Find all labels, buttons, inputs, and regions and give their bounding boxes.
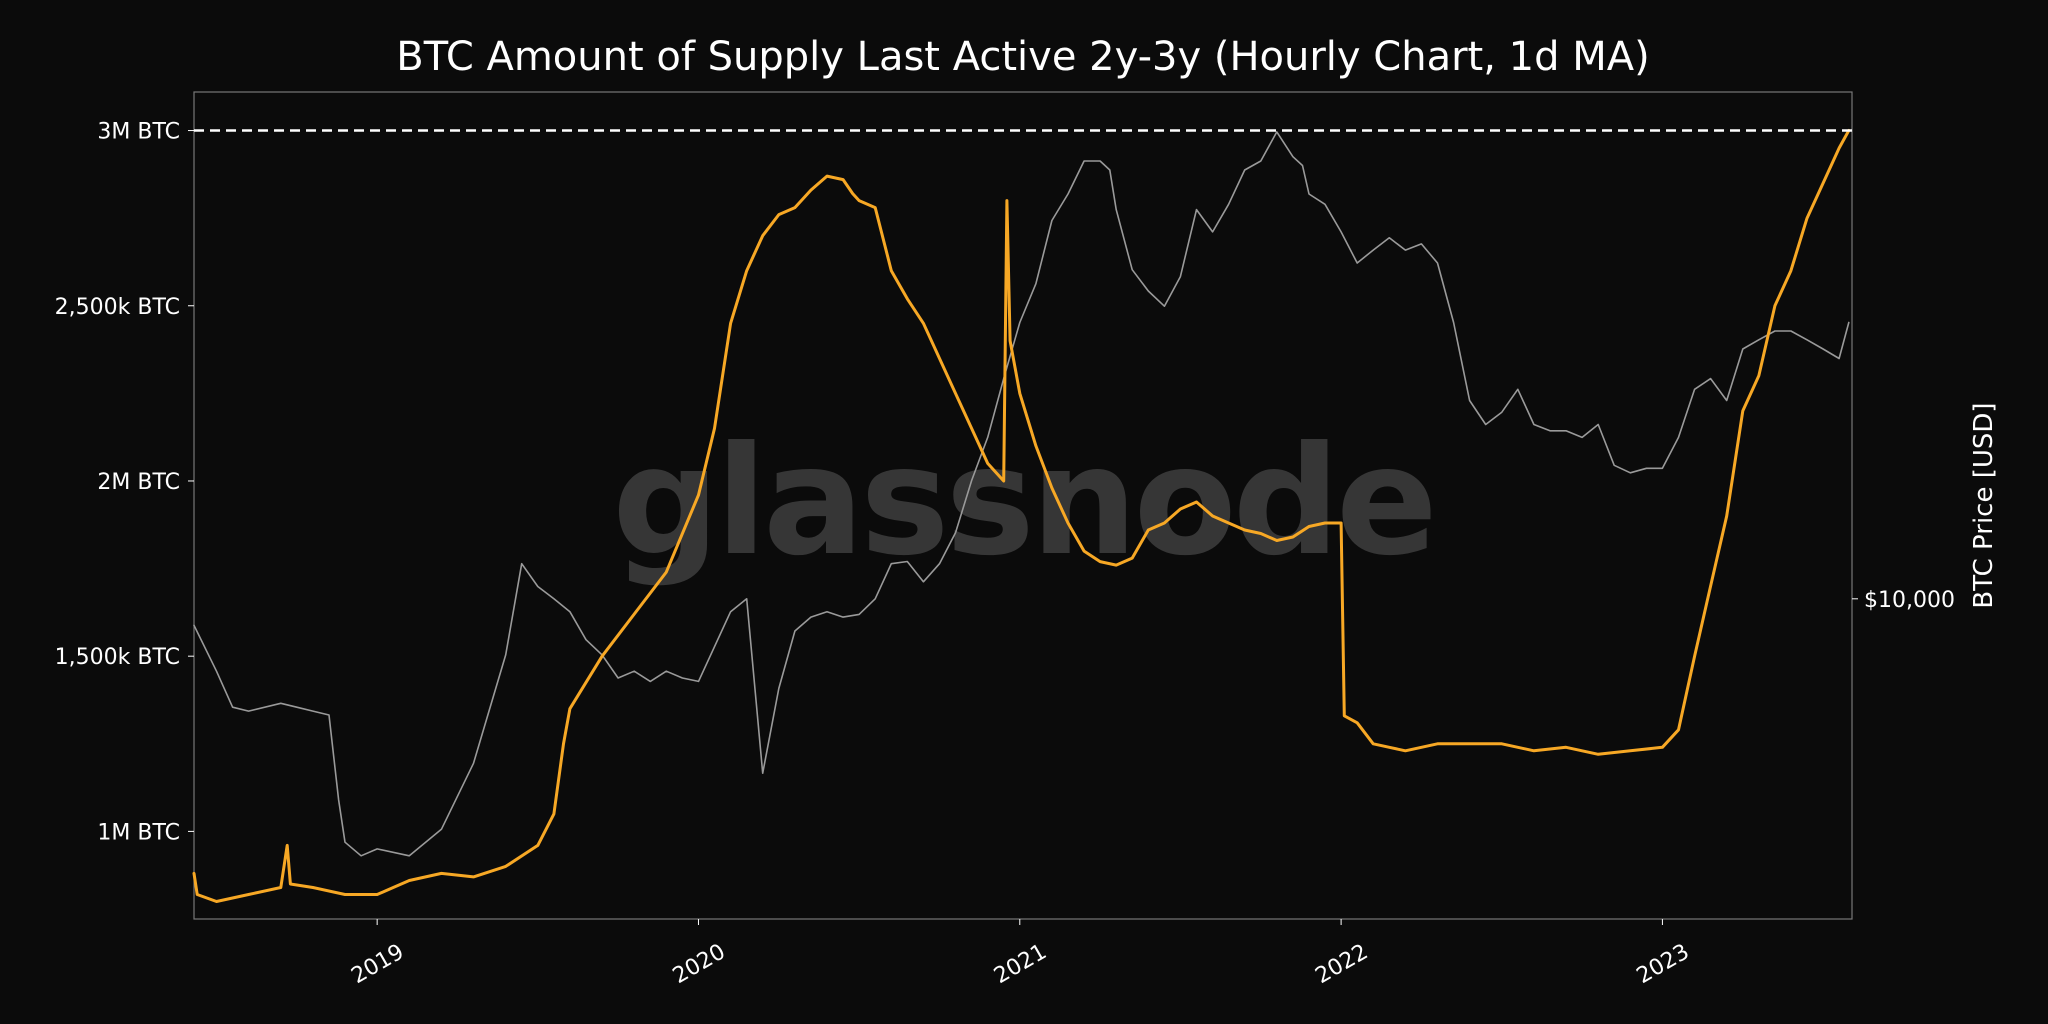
y-right-tick-label: $10,000 <box>1864 588 1955 613</box>
watermark: glassnode <box>612 415 1434 589</box>
series-line-price <box>193 131 1850 857</box>
y-axis-right: $10,000 <box>1852 588 1955 613</box>
series-layer <box>192 129 1851 903</box>
series-line-supply <box>192 129 1851 903</box>
y-axis-right-label: BTC Price [USD] <box>1969 402 1999 608</box>
y-left-tick-label: 1M BTC <box>97 820 180 845</box>
chart-title: BTC Amount of Supply Last Active 2y-3y (… <box>396 34 1649 80</box>
plot-frame <box>193 91 1853 920</box>
y-left-tick-label: 1,500k BTC <box>55 645 180 670</box>
y-axis-left: 1M BTC 1,500k BTC 2M BTC 2,500k BTC 3M BTC <box>55 120 194 845</box>
y-left-tick-label: 3M BTC <box>97 120 180 145</box>
y-left-tick-label: 2,500k BTC <box>55 295 180 320</box>
y-left-tick-label: 2M BTC <box>97 470 180 495</box>
